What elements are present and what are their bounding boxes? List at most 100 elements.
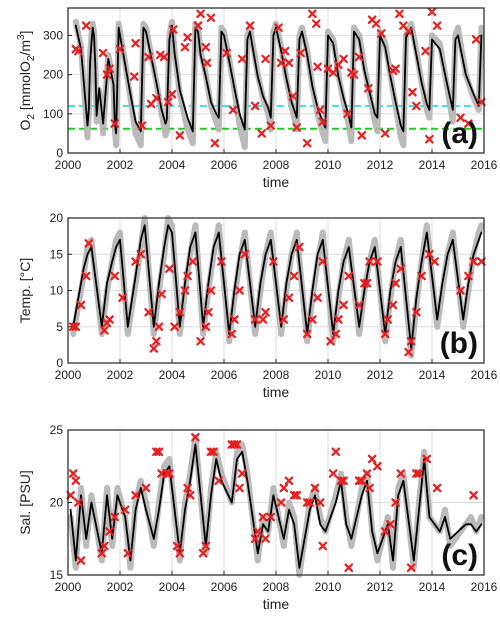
- observation-point: [237, 54, 247, 64]
- observation-point-b: [308, 315, 317, 324]
- observation-point: [404, 347, 413, 357]
- observation-point-b: [412, 307, 421, 317]
- observation-point: [365, 483, 374, 493]
- observation-point: [276, 498, 286, 507]
- observation-point: [279, 483, 289, 493]
- observation-point: [292, 123, 302, 132]
- observation-point-b: [183, 271, 192, 281]
- observation-point: [279, 315, 289, 324]
- observation-point: [156, 50, 165, 60]
- observation-point-b: [175, 307, 185, 317]
- observation-point-b: [357, 476, 367, 486]
- observation-point-b: [261, 54, 270, 64]
- panel-1: 2000 2002 2004 2006 2008 2010 2012 2014 2016 0 5 10…: [17, 211, 498, 400]
- observation-point: [172, 541, 182, 551]
- observation-point-b: [165, 264, 174, 274]
- observation-point: [105, 64, 114, 74]
- observation-point: [175, 548, 185, 558]
- observation-point-b: [310, 483, 320, 493]
- observation-point: [421, 46, 430, 56]
- observation-point-b: [209, 447, 218, 457]
- observation-point: [188, 257, 198, 266]
- observation-point-b: [152, 93, 161, 103]
- observation-point: [235, 286, 244, 295]
- observation-point: [354, 300, 364, 310]
- observation-point: [169, 25, 178, 34]
- observation-point-b: [71, 322, 81, 332]
- observation-point-b: [71, 476, 81, 486]
- observation-point-b: [115, 44, 125, 54]
- observation-point-b: [357, 131, 367, 140]
- observation-point: [261, 534, 270, 544]
- observation-point-b: [76, 556, 86, 565]
- observation-point-b: [344, 563, 354, 573]
- observation-point: [185, 490, 195, 500]
- observation-point-b: [74, 498, 83, 507]
- observation-point: [373, 257, 382, 266]
- observation-point: [232, 440, 242, 449]
- observation-point: [422, 454, 432, 464]
- observation-point: [432, 21, 442, 30]
- observation-point-b: [157, 289, 166, 299]
- observation-point-b: [373, 461, 382, 471]
- observation-point: [315, 498, 325, 507]
- observation-point-b: [170, 322, 179, 332]
- observation-point-b: [196, 336, 205, 346]
- observation-point: [105, 527, 114, 536]
- observation-point: [245, 21, 255, 30]
- observation-point-b: [201, 541, 211, 551]
- observation-point: [404, 27, 413, 36]
- observation-point-b: [266, 512, 276, 522]
- observation-point-b: [284, 293, 294, 303]
- observation-point-b: [406, 563, 416, 573]
- x-axis-label: time: [263, 384, 290, 400]
- observation-point: [414, 469, 424, 478]
- observation-point: [380, 329, 390, 339]
- observation-point: [367, 454, 377, 464]
- observation-point-b: [422, 454, 432, 464]
- observation-point: [201, 541, 211, 551]
- y-tick-label: 20: [50, 496, 64, 510]
- observation-point: [284, 293, 294, 303]
- observation-point: [313, 293, 322, 303]
- observation-point-b: [237, 54, 247, 64]
- observation-point: [396, 264, 406, 274]
- observation-point: [318, 541, 328, 551]
- observation-point-b: [257, 129, 266, 138]
- observation-point-b: [339, 300, 348, 310]
- observation-point-b: [130, 72, 139, 81]
- observation-point-b: [391, 278, 400, 288]
- observation-point-b: [84, 239, 94, 248]
- observation-point: [464, 119, 473, 128]
- observation-point: [292, 490, 302, 500]
- observation-point-b: [395, 9, 404, 19]
- observation-point-b: [152, 336, 161, 346]
- observation-point: [295, 242, 304, 252]
- observation-point: [274, 23, 283, 32]
- observation-point-b: [110, 271, 120, 281]
- observation-point-b: [296, 48, 305, 58]
- observation-point: [201, 322, 211, 332]
- observation-point: [371, 19, 381, 28]
- observation-point: [209, 447, 218, 457]
- observation-point: [331, 329, 341, 339]
- observation-point-b: [371, 19, 381, 28]
- y-axis-label: Sal. [PSU]: [17, 470, 33, 535]
- observation-point-b: [136, 249, 146, 259]
- observation-point: [343, 109, 352, 119]
- x-tick-label: 2016: [471, 368, 498, 382]
- observation-point-b: [74, 46, 83, 56]
- observation-point-b: [131, 38, 140, 48]
- observation-point: [266, 512, 276, 522]
- x-tick-label: 2012: [367, 368, 394, 382]
- observation-point: [406, 336, 416, 346]
- observation-point: [471, 35, 481, 44]
- observation-point: [326, 336, 335, 346]
- observation-point-b: [362, 278, 372, 288]
- observation-point-b: [154, 447, 164, 457]
- observation-point-b: [373, 257, 382, 266]
- x-tick-label: 2016: [471, 158, 498, 172]
- observation-point-b: [344, 271, 354, 281]
- observation-point-b: [100, 541, 109, 551]
- observation-point: [344, 271, 354, 281]
